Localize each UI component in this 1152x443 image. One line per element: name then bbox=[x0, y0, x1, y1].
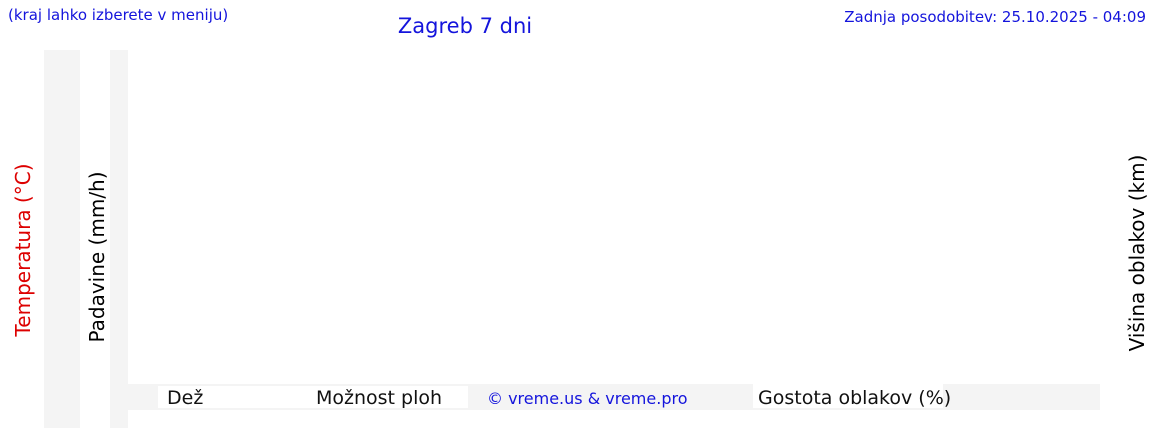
showers-legend-swatch bbox=[277, 391, 304, 404]
showers-legend-label: Možnost ploh bbox=[316, 387, 443, 409]
legend-density-bg bbox=[753, 384, 943, 408]
cloud-density-label: Gostota oblakov (%) bbox=[758, 387, 952, 409]
legend-showers-bg bbox=[308, 386, 468, 408]
legend-rain-bg bbox=[158, 386, 308, 408]
rain-legend-swatch bbox=[128, 391, 155, 404]
location-menu-hint: (kraj lahko izberete v meniju) bbox=[8, 6, 229, 24]
bg-strip-gutter bbox=[110, 50, 128, 428]
credit-link[interactable]: © vreme.us & vreme.pro bbox=[487, 389, 688, 408]
rain-legend-label: Dež bbox=[167, 387, 204, 409]
last-update-text: Zadnja posodobitev: 25.10.2025 - 04:09 bbox=[844, 8, 1146, 26]
page-title: Zagreb 7 dni bbox=[397, 14, 533, 38]
bg-strip-left bbox=[44, 50, 80, 428]
